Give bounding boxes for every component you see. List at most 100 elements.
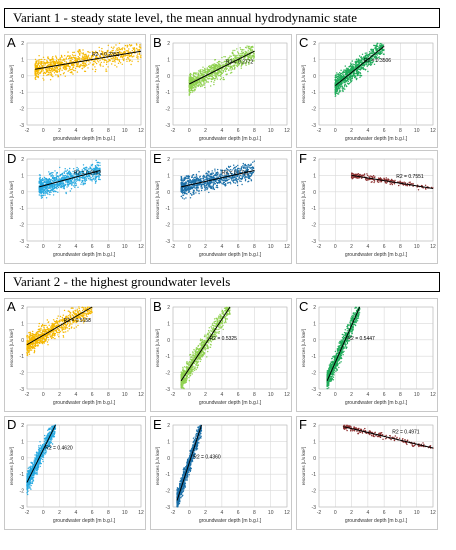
- scatter-point: [64, 75, 66, 77]
- scatter-point: [188, 89, 191, 92]
- scatter-point: [98, 46, 100, 49]
- scatter-point: [49, 180, 51, 182]
- scatter-point: [139, 56, 142, 58]
- scatter-point: [111, 63, 113, 65]
- chart-letter: A: [7, 35, 16, 50]
- scatter-point: [129, 59, 131, 61]
- scatter-point: [56, 185, 58, 187]
- scatter-point: [80, 57, 82, 60]
- scatter-point: [244, 56, 246, 59]
- scatter-point: [374, 55, 376, 57]
- scatter-point: [250, 50, 252, 52]
- scatter-point: [77, 65, 79, 68]
- scatter-point: [44, 194, 46, 196]
- scatter-point: [196, 72, 198, 74]
- scatter-point: [244, 164, 246, 167]
- scatter-point: [236, 65, 238, 67]
- scatter-point: [368, 61, 370, 63]
- y-tick-label: -2: [312, 107, 317, 113]
- scatter-point: [137, 56, 139, 58]
- scatter-point: [362, 67, 364, 69]
- scatter-point: [107, 66, 109, 68]
- scatter-point: [83, 70, 86, 72]
- scatter-point: [47, 179, 50, 181]
- trend-line: [189, 50, 255, 85]
- scatter-point: [129, 45, 132, 47]
- scatter-point: [207, 177, 209, 179]
- scatter-point: [212, 187, 215, 189]
- scatter-point: [380, 181, 383, 183]
- scatter-point: [231, 71, 233, 74]
- scatter-point: [402, 184, 405, 186]
- scatter-point: [46, 180, 49, 182]
- scatter-point: [243, 166, 245, 168]
- scatter-point: [57, 175, 59, 177]
- scatter-point: [118, 50, 121, 53]
- scatter-point: [69, 71, 72, 74]
- scatter-point: [69, 60, 71, 62]
- x-tick-label: 0: [42, 392, 45, 398]
- scatter-point: [188, 90, 190, 93]
- scatter-point: [231, 179, 233, 181]
- scatter-point: [241, 62, 243, 64]
- scatter-point: [55, 172, 58, 174]
- scatter-point: [241, 183, 243, 186]
- scatter-point: [205, 178, 208, 180]
- scatter-point: [211, 75, 214, 78]
- x-tick-label: 4: [74, 392, 77, 398]
- scatter-point: [90, 164, 93, 166]
- scatter-point: [83, 58, 86, 60]
- x-tick-label: 0: [42, 128, 45, 134]
- scatter-point: [238, 167, 240, 170]
- scatter-point: [208, 178, 210, 180]
- scatter-point: [239, 62, 241, 65]
- scatter-point: [337, 79, 339, 81]
- scatter-point: [201, 178, 203, 180]
- scatter-point: [346, 85, 348, 88]
- scatter-point: [362, 64, 364, 67]
- scatter-point: [226, 179, 228, 181]
- scatter-point: [246, 168, 248, 170]
- scatter-point: [246, 58, 249, 60]
- scatter-point: [354, 61, 357, 64]
- scatter-point: [76, 63, 79, 65]
- scatter-point: [49, 190, 52, 192]
- x-axis-label: groundwater depth [m b.g.l.]: [345, 252, 408, 258]
- scatter-point: [227, 165, 230, 168]
- scatter-point: [91, 63, 94, 66]
- scatter-point: [389, 182, 391, 184]
- plot-frame: [172, 42, 288, 126]
- scatter-point: [93, 63, 95, 65]
- scatter-point: [352, 66, 354, 68]
- scatter-point: [126, 57, 129, 59]
- scatter-point: [105, 60, 108, 62]
- scatter-point: [240, 180, 242, 183]
- scatter-point: [66, 181, 68, 183]
- scatter-point: [193, 78, 196, 80]
- scatter-point: [210, 175, 213, 178]
- x-tick-label: 12: [284, 128, 290, 134]
- scatter-point: [197, 84, 200, 86]
- scatter-point: [123, 50, 126, 53]
- scatter-point: [235, 61, 237, 63]
- scatter-point: [227, 61, 229, 63]
- scatter-point: [73, 175, 75, 177]
- x-tick-label: 8: [399, 128, 402, 134]
- scatter-point: [234, 169, 236, 172]
- scatter-point: [36, 65, 38, 67]
- scatter-point: [71, 180, 73, 182]
- scatter-point: [57, 74, 59, 76]
- scatter-point: [98, 173, 101, 175]
- scatter-point: [139, 46, 141, 49]
- scatter-point: [72, 66, 74, 68]
- scatter-point: [377, 42, 379, 45]
- scatter-point: [80, 183, 82, 185]
- scatter-point: [372, 60, 375, 62]
- x-tick-label: 2: [350, 128, 353, 134]
- scatter-point: [244, 170, 246, 172]
- scatter-point: [34, 74, 36, 76]
- scatter-point: [342, 75, 345, 78]
- scatter-point: [227, 179, 229, 181]
- scatter-point: [231, 58, 233, 60]
